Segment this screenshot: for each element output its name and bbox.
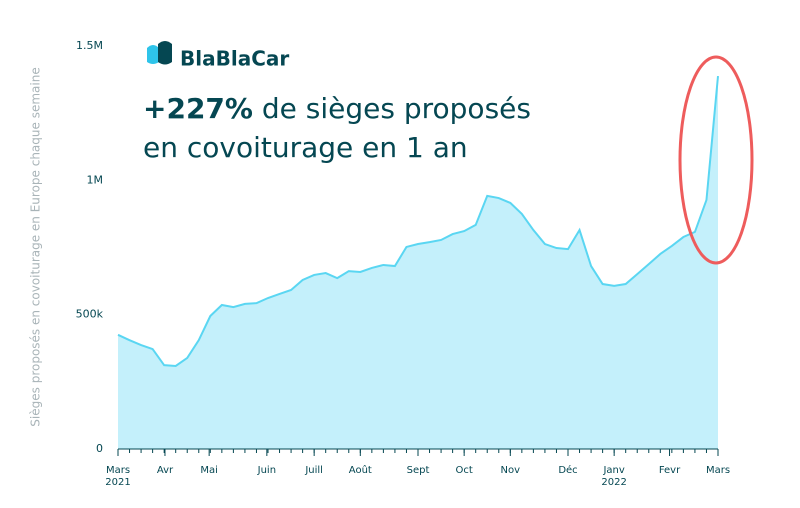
y-tick-label: 1.5M: [76, 39, 103, 52]
x-tick-label: Janv: [602, 465, 624, 476]
highlight-ellipse: [678, 55, 754, 265]
brand: BlaBlaCar: [180, 47, 289, 71]
plot: Mars Avr Mai Juin Juill Août Sept Oct Nov Déc Janv…: [76, 39, 730, 488]
headline: +227% de sièges proposés: [143, 92, 531, 125]
y-axis-label: Sièges proposés en covoiturage en Europe…: [29, 67, 43, 426]
logo-icon: [147, 41, 172, 65]
x-tick-label: Juin: [257, 465, 276, 476]
x-year-label: 2021: [105, 477, 130, 488]
x-tick-label: Nov: [501, 465, 521, 476]
x-tick-label: Fevr: [659, 465, 681, 476]
x-tick-label: Déc: [558, 464, 577, 476]
y-tick-label: 0: [96, 442, 103, 455]
x-tick-label: Août: [349, 464, 372, 476]
headline-line2: en covoiturage en 1 an: [143, 131, 468, 164]
x-tick-label: Mars: [706, 465, 730, 476]
x-tick-label: Mars: [106, 465, 130, 476]
y-tick-label: 500k: [76, 308, 104, 321]
x-tick-label: Oct: [456, 465, 473, 476]
x-year-label: 2022: [601, 477, 626, 488]
x-tick-label: Avr: [157, 465, 174, 476]
line: [117, 75, 719, 368]
y-tick-label: 1M: [87, 173, 104, 186]
headline-rest: de sièges proposés: [262, 92, 531, 125]
x-tick-label: Sept: [407, 465, 430, 476]
area: [118, 76, 718, 449]
x-tick-label: Mai: [200, 465, 218, 476]
headline-bold: +227%: [143, 92, 253, 125]
x-tick-label: Juill: [304, 465, 323, 476]
